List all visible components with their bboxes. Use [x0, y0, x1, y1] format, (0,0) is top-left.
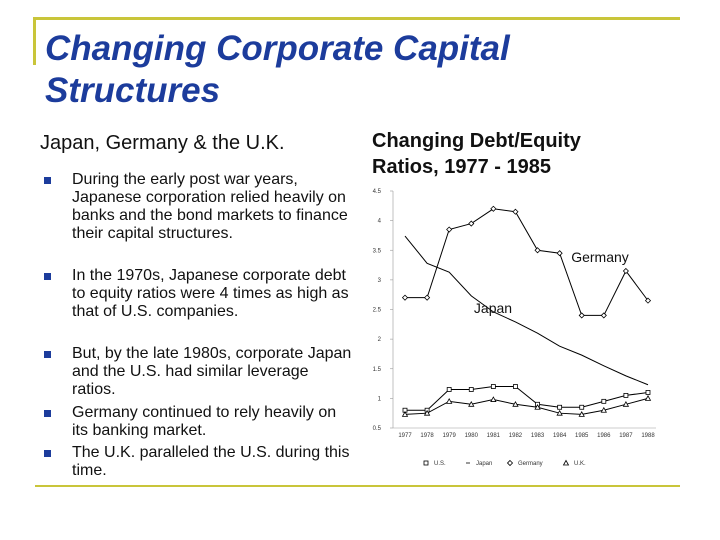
marker: [600, 312, 607, 319]
y-tick-label: 2.5: [373, 308, 382, 314]
title: Changing Corporate Capital Structures: [45, 29, 510, 110]
marker: [557, 404, 563, 410]
marker: [623, 393, 629, 398]
bullet: During the early post war years, Japanes…: [72, 171, 348, 242]
x-tick-label: 1988: [641, 433, 655, 439]
marker: [490, 205, 497, 212]
marker: [600, 406, 607, 413]
marker: [601, 398, 607, 404]
bullet-icon: [44, 351, 51, 358]
marker: [578, 312, 585, 319]
legend-label: Germany: [518, 461, 543, 467]
series-line: [405, 208, 649, 316]
x-tick-label: 1979: [443, 433, 457, 439]
marker: [446, 226, 453, 233]
rule: [35, 485, 680, 487]
x-tick-label: 1987: [619, 433, 633, 439]
bullet: Germany continued to rely heavily on its…: [72, 404, 337, 439]
marker: [579, 404, 585, 410]
legend-swatch: [423, 460, 429, 466]
marker: [401, 294, 409, 301]
marker: [644, 395, 652, 401]
annotation: Germany: [571, 249, 629, 265]
marker: [468, 387, 474, 392]
marker: [468, 220, 475, 227]
annotation: Japan: [474, 300, 512, 316]
x-tick-label: 1986: [597, 433, 611, 439]
marker: [578, 411, 585, 417]
marker: [401, 411, 409, 417]
y-tick-label: 4.5: [373, 189, 382, 195]
x-tick-label: 1982: [509, 433, 523, 439]
marker: [534, 247, 541, 254]
y-tick-label: 1: [378, 396, 382, 402]
y-tick-label: 1.5: [373, 367, 382, 373]
legend-swatch: [506, 459, 514, 467]
marker: [490, 396, 497, 402]
x-tick-label: 1981: [487, 433, 501, 439]
marker: [423, 409, 431, 416]
rule: [33, 17, 36, 65]
marker: [513, 384, 518, 389]
x-tick-label: 1983: [531, 433, 545, 439]
series-line: [405, 386, 649, 411]
bullet-icon: [44, 273, 51, 280]
marker: [512, 208, 519, 215]
y-tick-label: 0.5: [373, 426, 382, 432]
x-tick-label: 1985: [575, 433, 589, 439]
bullet: In the 1970s, Japanese corporate debt to…: [72, 267, 349, 320]
bullet-icon: [44, 177, 51, 184]
marker: [424, 294, 431, 301]
marker: [534, 403, 541, 410]
marker: [556, 409, 563, 416]
marker: [644, 297, 652, 304]
marker: [490, 384, 496, 389]
bullet-icon: [44, 450, 51, 457]
marker: [446, 387, 452, 392]
bullet-icon: [44, 410, 51, 417]
marker: [446, 398, 453, 404]
chart-title: Changing Debt/Equity Ratios, 1977 - 1985: [372, 130, 581, 178]
marker: [622, 400, 630, 407]
legend-label: Japan: [476, 461, 492, 467]
rule: [35, 17, 680, 20]
subtitle: Japan, Germany & the U.K.: [40, 132, 285, 154]
series-line: [404, 397, 649, 415]
series-line: [404, 235, 649, 386]
x-tick-label: 1978: [420, 433, 434, 439]
marker: [512, 400, 519, 407]
bullet: The U.K. paralleled the U.S. during this…: [72, 444, 350, 479]
marker: [622, 267, 629, 275]
legend-label: U.S.: [434, 461, 446, 467]
bullet: But, by the late 1980s, corporate Japan …: [72, 345, 352, 398]
marker: [556, 250, 563, 257]
legend-label: U.K.: [574, 461, 586, 467]
y-tick-label: 3: [378, 278, 382, 284]
y-tick-label: 4: [378, 219, 382, 225]
y-tick-label: 3.5: [373, 248, 382, 254]
y-tick-label: 2: [378, 337, 382, 343]
marker: [645, 390, 651, 395]
x-tick-label: 1980: [465, 433, 479, 439]
marker: [468, 400, 475, 407]
x-tick-label: 1984: [553, 433, 567, 439]
x-tick-label: 1977: [398, 433, 412, 439]
legend-swatch: [562, 459, 570, 466]
